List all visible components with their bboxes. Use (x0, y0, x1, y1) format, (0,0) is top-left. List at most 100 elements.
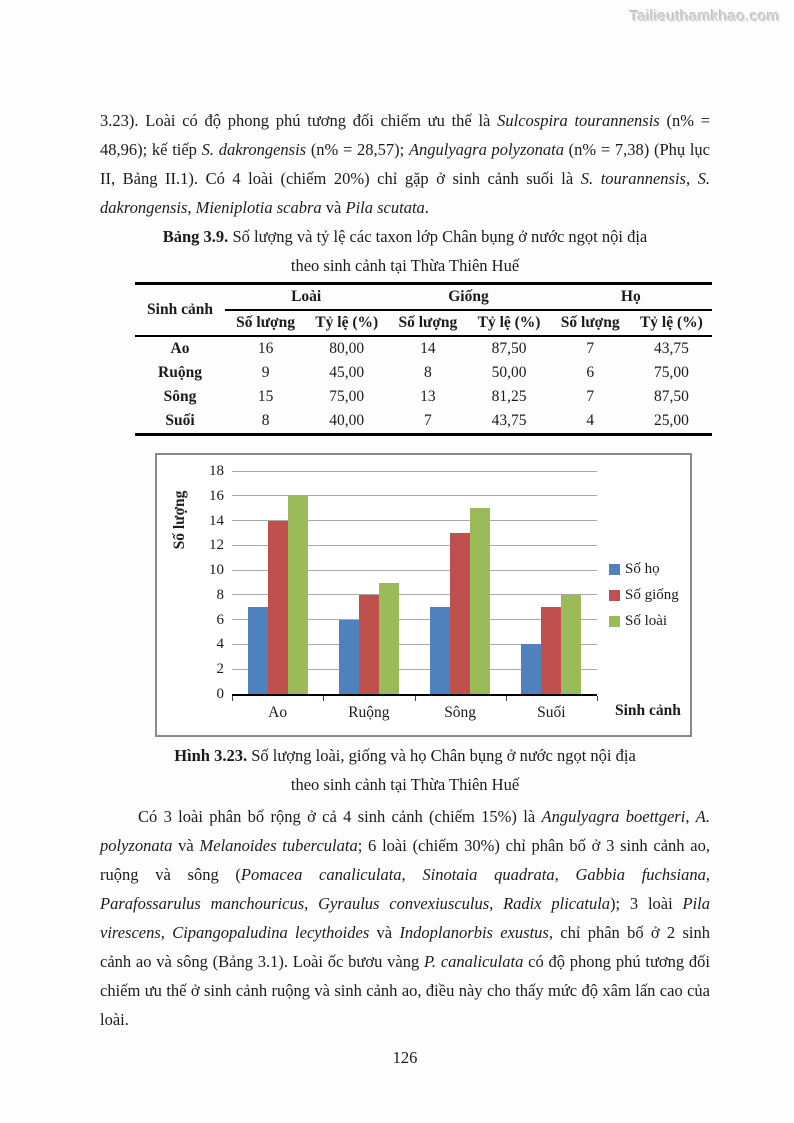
y-tick-label: 10 (209, 562, 224, 579)
y-tick-label: 14 (209, 512, 224, 529)
table-cell: 7 (424, 412, 432, 429)
figure-caption: Hình 3.23. Số lượng loài, giống và họ Ch… (100, 741, 710, 799)
table-cell: 75,00 (653, 364, 689, 381)
gridline (232, 668, 597, 670)
x-axis-tick (414, 696, 416, 701)
column-group-family: Họ (549, 283, 712, 311)
y-tick-label: 12 (209, 537, 224, 554)
y-tick-label: 2 (216, 661, 225, 678)
bar-Sông-Số loài (470, 508, 491, 694)
y-tick-label: 18 (209, 463, 224, 479)
table-row: Suối 8 40,00 7 43,75 4 25,00 (135, 409, 712, 435)
x-axis-tick (597, 696, 598, 701)
bar-Suối-Số loài (561, 594, 582, 694)
gridline (232, 495, 597, 497)
bar-Suối-Số giống (541, 607, 562, 694)
bar-Ruộng-Số họ (338, 619, 359, 694)
column-group-species: Loài (225, 283, 388, 311)
table-cell: 87,50 (491, 340, 527, 357)
legend-item: Số loài (609, 613, 679, 630)
table-cell: 7 (586, 388, 595, 405)
table-cell: 8 (424, 364, 432, 381)
table-cell: 80,00 (329, 340, 365, 357)
gridline (232, 470, 597, 472)
table-cell: 75,00 (329, 388, 365, 405)
legend-swatch (609, 590, 620, 601)
row-label: Suối (165, 412, 195, 429)
x-category-label: Ao (268, 704, 288, 721)
paragraph-distribution: Có 3 loài phân bố rộng ở cả 4 sinh cảnh … (100, 807, 711, 1029)
column-header-count: Số lượng (549, 310, 631, 337)
table-cell: 8 (261, 412, 270, 429)
gridline (232, 619, 597, 621)
table-cell: 7 (586, 340, 595, 357)
table-cell: 40,00 (329, 412, 365, 429)
table-cell: 14 (420, 340, 436, 357)
bar-Sông-Số họ (430, 607, 451, 694)
legend-label: Số họ (625, 561, 660, 577)
x-category-label: Suối (537, 704, 566, 721)
chart-legend: Số họ Số giống Số loài (609, 561, 679, 639)
table-row: Ruộng 9 45,00 8 50,00 6 75,00 (135, 361, 712, 385)
table-caption-line2: theo sinh cảnh tại Thừa Thiên Huế (290, 256, 520, 275)
table-cell: 4 (586, 412, 595, 429)
y-tick-label: 6 (216, 611, 225, 628)
column-group-genus: Giống (387, 283, 550, 311)
x-axis-tick (232, 696, 233, 701)
x-category-label: Sông (444, 704, 477, 721)
column-header-percent: Tỷ lệ (%) (630, 310, 712, 337)
legend-item: Số họ (609, 561, 679, 578)
column-header-habitat: Sinh cảnh (135, 283, 225, 337)
bar-Ruộng-Số loài (378, 582, 399, 694)
y-tick-label: 0 (216, 686, 225, 702)
table-cell: 50,00 (491, 364, 527, 381)
column-header-percent: Tỷ lệ (%) (306, 310, 388, 337)
table-body: Ao 16 80,00 14 87,50 7 43,75 Ruộng 9 45,00 8 50,00 6… (135, 336, 712, 435)
gridline (232, 544, 597, 546)
gridline (232, 520, 597, 522)
table-cell: 81,25 (491, 388, 527, 405)
table-row: Sông 15 75,00 13 81,25 7 87,50 (135, 385, 712, 409)
bar-Suối-Số họ (521, 644, 542, 694)
table-cell: 45,00 (329, 364, 365, 381)
chart-x-axis-title: Sinh cảnh (615, 702, 681, 719)
watermark: Tailieuthamkhao.com (629, 8, 780, 25)
table-cell: 15 (257, 388, 274, 405)
bar-Ao-Số loài (287, 495, 308, 694)
table-cell: 87,50 (653, 388, 689, 405)
table-cell: 43,75 (653, 340, 689, 357)
table-row: Ao 16 80,00 14 87,50 7 43,75 (135, 336, 712, 361)
legend-item: Số giống (609, 587, 679, 604)
legend-label: Số loài (625, 613, 668, 629)
y-tick-label: 16 (209, 487, 224, 504)
table-cell: 43,75 (491, 412, 527, 429)
legend-label: Số giống (625, 587, 679, 603)
column-header-count: Số lượng (387, 310, 469, 337)
row-label: Sông (163, 388, 197, 405)
legend-swatch (609, 564, 620, 575)
legend-swatch (609, 616, 620, 627)
page-number: 126 (392, 1048, 418, 1067)
chart-plot-area: 0 2 4 6 8 10 12 14 16 18 Ao Ruộng Sông Suối (209, 463, 598, 721)
gridline (232, 569, 597, 571)
bar-Ruộng-Số giống (358, 594, 379, 694)
gridline (232, 594, 597, 596)
bar-chart: Số lượng 0 2 4 6 8 10 12 14 16 18 Ao Ruộng Sông Suối … (155, 453, 692, 737)
table-cell: 13 (420, 388, 436, 405)
column-header-percent: Tỷ lệ (%) (468, 310, 550, 337)
bar-Sông-Số giống (450, 532, 471, 694)
row-label: Ruộng (158, 364, 202, 381)
table-cell: 16 (257, 340, 274, 357)
table-cell: 6 (586, 364, 595, 381)
bar-Ao-Số giống (267, 520, 288, 694)
page-content: 3.23). Loài có độ phong phú tương đối ch… (100, 106, 712, 1068)
gridline (232, 643, 597, 645)
table-cell: 9 (261, 364, 270, 381)
row-label: Ao (170, 340, 190, 357)
table-caption: Bảng 3.9. Số lượng và tỷ lệ các taxon lớ… (100, 222, 710, 280)
taxon-table: Sinh cảnh Loài Giống Họ Số lượng Tỷ lệ (… (135, 282, 712, 436)
table-cell: 25,00 (653, 412, 689, 429)
x-axis-tick (505, 696, 507, 701)
y-tick-label: 8 (216, 586, 225, 603)
